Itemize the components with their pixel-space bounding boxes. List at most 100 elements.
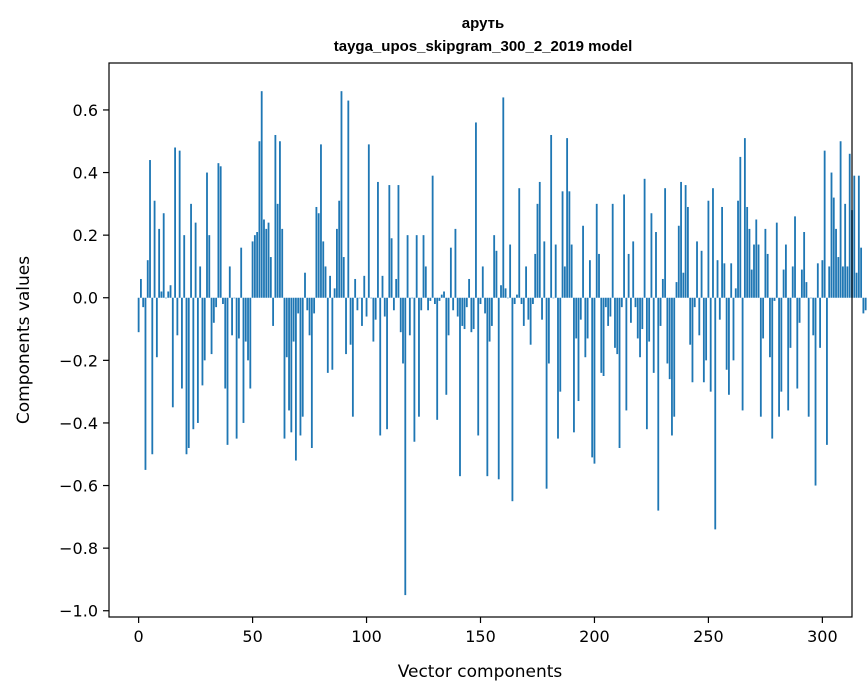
bar-225: [650, 213, 653, 298]
bar-256: [721, 206, 723, 298]
bar-62: [279, 141, 281, 298]
bar-142: [461, 297, 464, 326]
bar-147: [472, 297, 475, 330]
bar-39: [226, 297, 229, 445]
bar-312: [848, 153, 851, 298]
bar-111: [390, 238, 393, 298]
bar-310: [844, 203, 847, 298]
bar-141: [459, 297, 461, 477]
y-tick-label-3: −0.4: [59, 414, 98, 433]
bar-245: [696, 241, 698, 298]
bar-318: [862, 297, 865, 314]
bar-196: [584, 297, 587, 358]
plot-frame: [108, 62, 853, 618]
bar-28: [201, 297, 204, 386]
bar-104: [374, 297, 377, 320]
bar-66: [288, 297, 290, 411]
y-tick-label-4: −0.2: [59, 351, 98, 370]
bar-42: [233, 297, 236, 299]
bar-255: [718, 297, 721, 320]
bar-156: [493, 235, 496, 298]
bar-221: [641, 297, 644, 330]
bar-35: [217, 163, 220, 298]
bar-180: [547, 297, 550, 364]
bar-305: [832, 197, 835, 298]
bar-76: [310, 297, 313, 448]
bar-26: [196, 297, 199, 423]
x-tick-label-3: 150: [465, 627, 496, 646]
bar-263: [737, 200, 739, 298]
bar-81: [322, 241, 325, 298]
bar-284: [784, 244, 787, 298]
bar-140: [456, 297, 459, 317]
bar-134: [443, 291, 445, 298]
bar-164: [511, 297, 514, 502]
bar-215: [627, 253, 630, 298]
bar-149: [477, 297, 480, 436]
bar-192: [575, 297, 578, 339]
bar-244: [693, 297, 696, 308]
bar-9: [158, 228, 161, 298]
bar-294: [807, 297, 810, 417]
bar-31: [208, 235, 211, 298]
bar-19: [181, 297, 183, 389]
bar-169: [522, 297, 525, 326]
bar-308: [839, 141, 842, 298]
bar-113: [395, 278, 398, 298]
bar-126: [424, 266, 427, 298]
x-tick-label-0: 0: [134, 627, 144, 646]
bar-135: [445, 297, 448, 395]
bar-227: [655, 232, 657, 298]
bar-160: [502, 97, 505, 298]
bar-275: [764, 228, 767, 298]
y-tick-label-5: 0.0: [73, 289, 98, 308]
y-tick-label-8: 0.6: [73, 101, 98, 120]
bar-208: [611, 203, 614, 298]
bar-206: [607, 297, 610, 326]
bar-54: [260, 91, 263, 298]
bar-75: [308, 297, 311, 336]
bar-14: [169, 285, 172, 298]
bar-95: [354, 278, 357, 298]
bar-125: [422, 235, 425, 298]
bar-97: [358, 297, 361, 299]
bar-91: [345, 297, 347, 355]
bar-133: [440, 294, 443, 298]
bar-72: [301, 297, 304, 417]
bar-114: [397, 185, 400, 298]
bar-219: [636, 297, 639, 339]
bar-186: [561, 191, 564, 298]
bar-112: [392, 297, 395, 311]
bar-158: [497, 297, 500, 480]
bar-40: [228, 266, 231, 298]
bar-246: [698, 297, 701, 336]
bar-289: [796, 297, 799, 389]
bar-121: [413, 297, 416, 442]
bars-group: [137, 91, 867, 596]
bar-21: [185, 297, 188, 455]
bar-90: [342, 257, 345, 298]
bar-237: [677, 225, 680, 298]
bar-99: [363, 275, 366, 298]
bar-32: [210, 297, 213, 355]
bar-212: [620, 297, 623, 308]
bar-274: [762, 297, 765, 339]
bar-101: [367, 144, 370, 298]
bar-217: [632, 241, 635, 298]
bar-279: [773, 297, 776, 301]
bar-267: [746, 206, 749, 298]
bar-236: [675, 282, 678, 298]
bar-85: [331, 297, 334, 370]
bar-98: [361, 297, 363, 326]
bar-5: [149, 160, 151, 298]
bar-44: [238, 297, 240, 339]
bar-122: [415, 235, 418, 298]
bar-187: [563, 266, 566, 298]
bar-175: [536, 203, 539, 298]
bar-214: [625, 297, 628, 411]
bar-252: [712, 188, 714, 298]
bar-197: [586, 297, 589, 339]
bar-266: [743, 138, 746, 298]
bar-162: [506, 297, 509, 299]
bar-165: [513, 297, 516, 305]
